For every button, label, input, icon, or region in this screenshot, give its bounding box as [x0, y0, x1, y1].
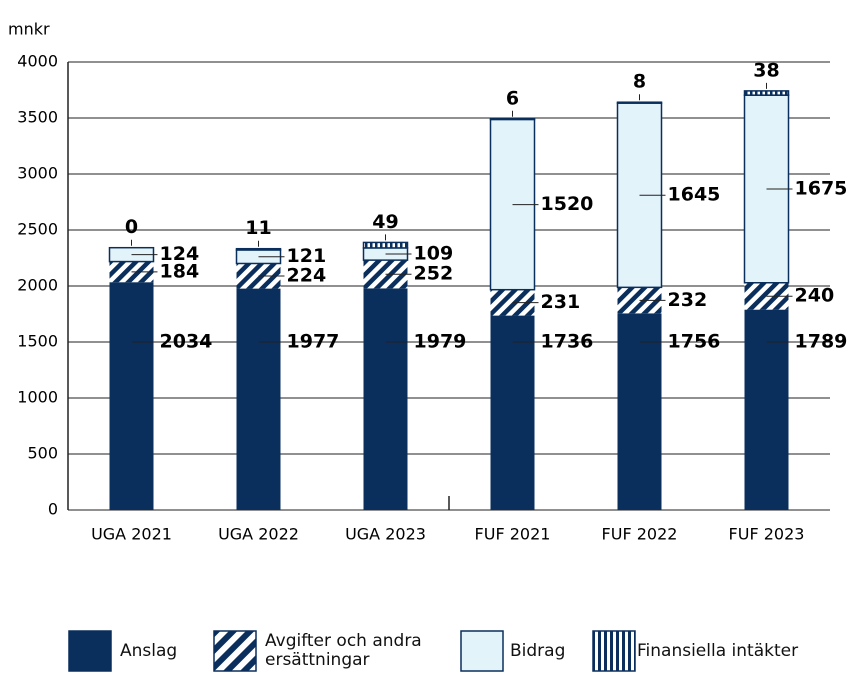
- bar-segment: [489, 118, 536, 121]
- value-label: 240: [795, 285, 835, 307]
- value-label: 121: [287, 245, 327, 267]
- bar-segment: [744, 309, 789, 510]
- legend-swatch: [213, 630, 257, 672]
- bar-segment: [743, 90, 790, 96]
- bar-segment: [616, 101, 663, 104]
- x-tick-label: FUF 2021: [475, 525, 551, 544]
- y-tick-label: 0: [48, 500, 58, 519]
- legend-swatch: [460, 630, 504, 672]
- value-label: 1789: [795, 331, 848, 353]
- value-label: 11: [245, 217, 271, 239]
- y-axis-label: mnkr: [8, 20, 50, 39]
- value-label: 109: [414, 243, 454, 265]
- value-label: 38: [753, 59, 779, 81]
- legend-swatch-box: [213, 630, 257, 672]
- value-label: 49: [372, 211, 398, 233]
- legend-label: Finansiella intäkter: [637, 641, 799, 661]
- bar-segment: [235, 247, 282, 251]
- value-label: 1977: [287, 331, 340, 353]
- legend-label: Anslag: [120, 641, 178, 661]
- y-tick-label: 3000: [17, 164, 58, 183]
- y-tick-label: 1500: [17, 332, 58, 351]
- value-label: 6: [506, 87, 519, 109]
- value-label: 231: [541, 291, 581, 313]
- y-tick-label: 2000: [17, 276, 58, 295]
- value-label: 252: [414, 263, 454, 285]
- value-label: 124: [160, 243, 200, 265]
- y-tick-label: 3500: [17, 108, 58, 127]
- chart: mnkr 0 500 1000 1500 2000 2500 3000 3500 4000 UGA…: [8, 20, 848, 544]
- legend-label: Bidrag: [510, 641, 566, 661]
- y-tick-label: 500: [27, 444, 58, 463]
- value-label: 1675: [795, 177, 848, 199]
- x-tick-label: UGA 2021: [91, 525, 172, 544]
- value-label: 1645: [668, 184, 721, 206]
- x-tick-label: FUF 2023: [729, 525, 805, 544]
- legend-swatch-box: [460, 630, 504, 672]
- x-tick-label: UGA 2022: [218, 525, 299, 544]
- y-tick-label: 4000: [17, 52, 58, 71]
- bar-segment: [617, 313, 662, 510]
- value-label: 8: [633, 71, 646, 93]
- legend-swatch-box: [68, 630, 112, 672]
- legend-swatch: [68, 630, 112, 672]
- value-label: 1756: [668, 331, 721, 353]
- value-label: 2034: [160, 331, 213, 353]
- y-tick-label: 2500: [17, 220, 58, 239]
- value-label: 0: [125, 216, 138, 238]
- x-tick-label: UGA 2023: [345, 525, 426, 544]
- value-label: 1736: [541, 331, 594, 353]
- bar-segment: [236, 288, 281, 510]
- value-label: 224: [287, 265, 327, 287]
- legend-swatch: [592, 630, 636, 672]
- bar-segment: [362, 241, 409, 249]
- legend-label: Avgifter och andra ersättningar: [265, 631, 422, 670]
- value-label: 1979: [414, 331, 467, 353]
- bar-segment: [109, 282, 154, 510]
- legend-swatch-box: [592, 630, 636, 672]
- bar-segment: [490, 315, 535, 510]
- bar-segment: [363, 288, 408, 510]
- y-tick-label: 1000: [17, 388, 58, 407]
- x-tick-label: FUF 2022: [602, 525, 678, 544]
- value-label: 1520: [541, 193, 594, 215]
- value-label: 184: [160, 260, 200, 282]
- value-label: 232: [668, 289, 708, 311]
